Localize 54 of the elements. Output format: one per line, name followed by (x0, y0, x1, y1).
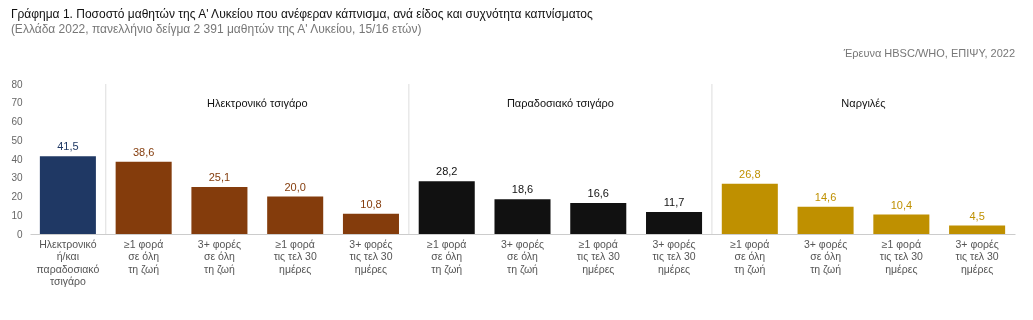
x-tick-label: ≥1 φορά τις τελ 30 ημέρες (576, 237, 620, 275)
data-label: 41,5 (57, 140, 79, 153)
y-tick-label: 10 (11, 209, 23, 221)
x-tick-label: ≥1 φορά τις τελ 30 ημέρες (273, 237, 317, 275)
data-label: 4,5 (969, 209, 985, 222)
data-label: 10,4 (890, 198, 913, 211)
y-tick-label: 60 (11, 116, 23, 127)
data-label: 25,1 (208, 170, 231, 183)
bar (873, 214, 930, 234)
x-tick-label: ≥1 φορά σε όλη τη ζωή (730, 237, 770, 275)
y-tick-label: 30 (11, 172, 23, 184)
y-tick-label: 80 (11, 78, 23, 90)
data-label: 26,8 (739, 167, 761, 180)
text: Έρευνα HBSC/WHO, ΕΠΙΨΥ, 2022 (842, 47, 1015, 59)
data-label: 11,7 (663, 196, 685, 209)
data-label: 16,6 (587, 186, 609, 199)
annotation: Ηλεκτρονικό τσιγάρο (206, 97, 308, 109)
x-tick-label: ≥1 φορά σε όλη τη ζωή (427, 237, 467, 275)
bar (115, 161, 172, 234)
x-tick-label: 3+ φορές τις τελ 30 ημέρες (955, 237, 999, 275)
data-label: 38,6 (132, 145, 155, 158)
y-tick-label: 40 (11, 153, 23, 165)
data-label: 18,6 (511, 183, 534, 196)
x-tick-label: 3+ φορές σε όλη τη ζωή (197, 237, 242, 275)
data-label: 14,6 (814, 190, 837, 203)
bar (494, 199, 551, 234)
bar (570, 202, 627, 234)
x-tick-label: ≥1 φορά τις τελ 30 ημέρες (879, 237, 924, 275)
x-tick-label: 3+ φορές σε όλη τη ζωή (500, 237, 545, 275)
chart-subtitle: (Ελλάδα 2022, πανελλήνιο δείγμα 2 391 μαθητών της Α' Λυκείου, 15/16 ετών) (10, 22, 422, 36)
y-tick-label: 0 (16, 228, 23, 240)
x-tick-label: 3+ φορές σε όλη τη ζωή (803, 237, 848, 275)
bar (342, 213, 399, 234)
data-label: 20,0 (284, 180, 306, 193)
bar (646, 212, 703, 234)
bar (418, 181, 475, 234)
x-tick-label: 3+ φορές τις τελ 30 ημέρες (349, 237, 393, 275)
bar (267, 196, 324, 234)
annotation: Ναργιλές (841, 97, 886, 109)
x-tick-label: 3+ φορές τις τελ 30 ημέρες (652, 237, 696, 275)
chart-title: Γράφημα 1. Ποσοστό μαθητών της Α' Λυκείου που ανέφεραν κάπνισμα, ανά είδος και συχνότητα καπνίσματος (10, 7, 593, 21)
bar (797, 206, 854, 234)
data-label: 10,8 (360, 197, 382, 210)
y-tick-label: 50 (11, 134, 23, 146)
bar (949, 225, 1006, 234)
bar (39, 156, 96, 234)
bar (721, 183, 778, 234)
annotation: Παραδοσιακό τσιγάρο (506, 97, 614, 109)
x-tick-label: ≥1 φορά σε όλη τη ζωή (124, 237, 164, 275)
x-tick-label: Ηλεκτρονικό ή/και παραδοσιακό τσιγάρο (36, 237, 100, 287)
bar (191, 186, 248, 234)
y-tick-label: 20 (11, 191, 23, 202)
y-tick-label: 70 (11, 97, 23, 109)
data-label: 28,2 (436, 165, 458, 178)
